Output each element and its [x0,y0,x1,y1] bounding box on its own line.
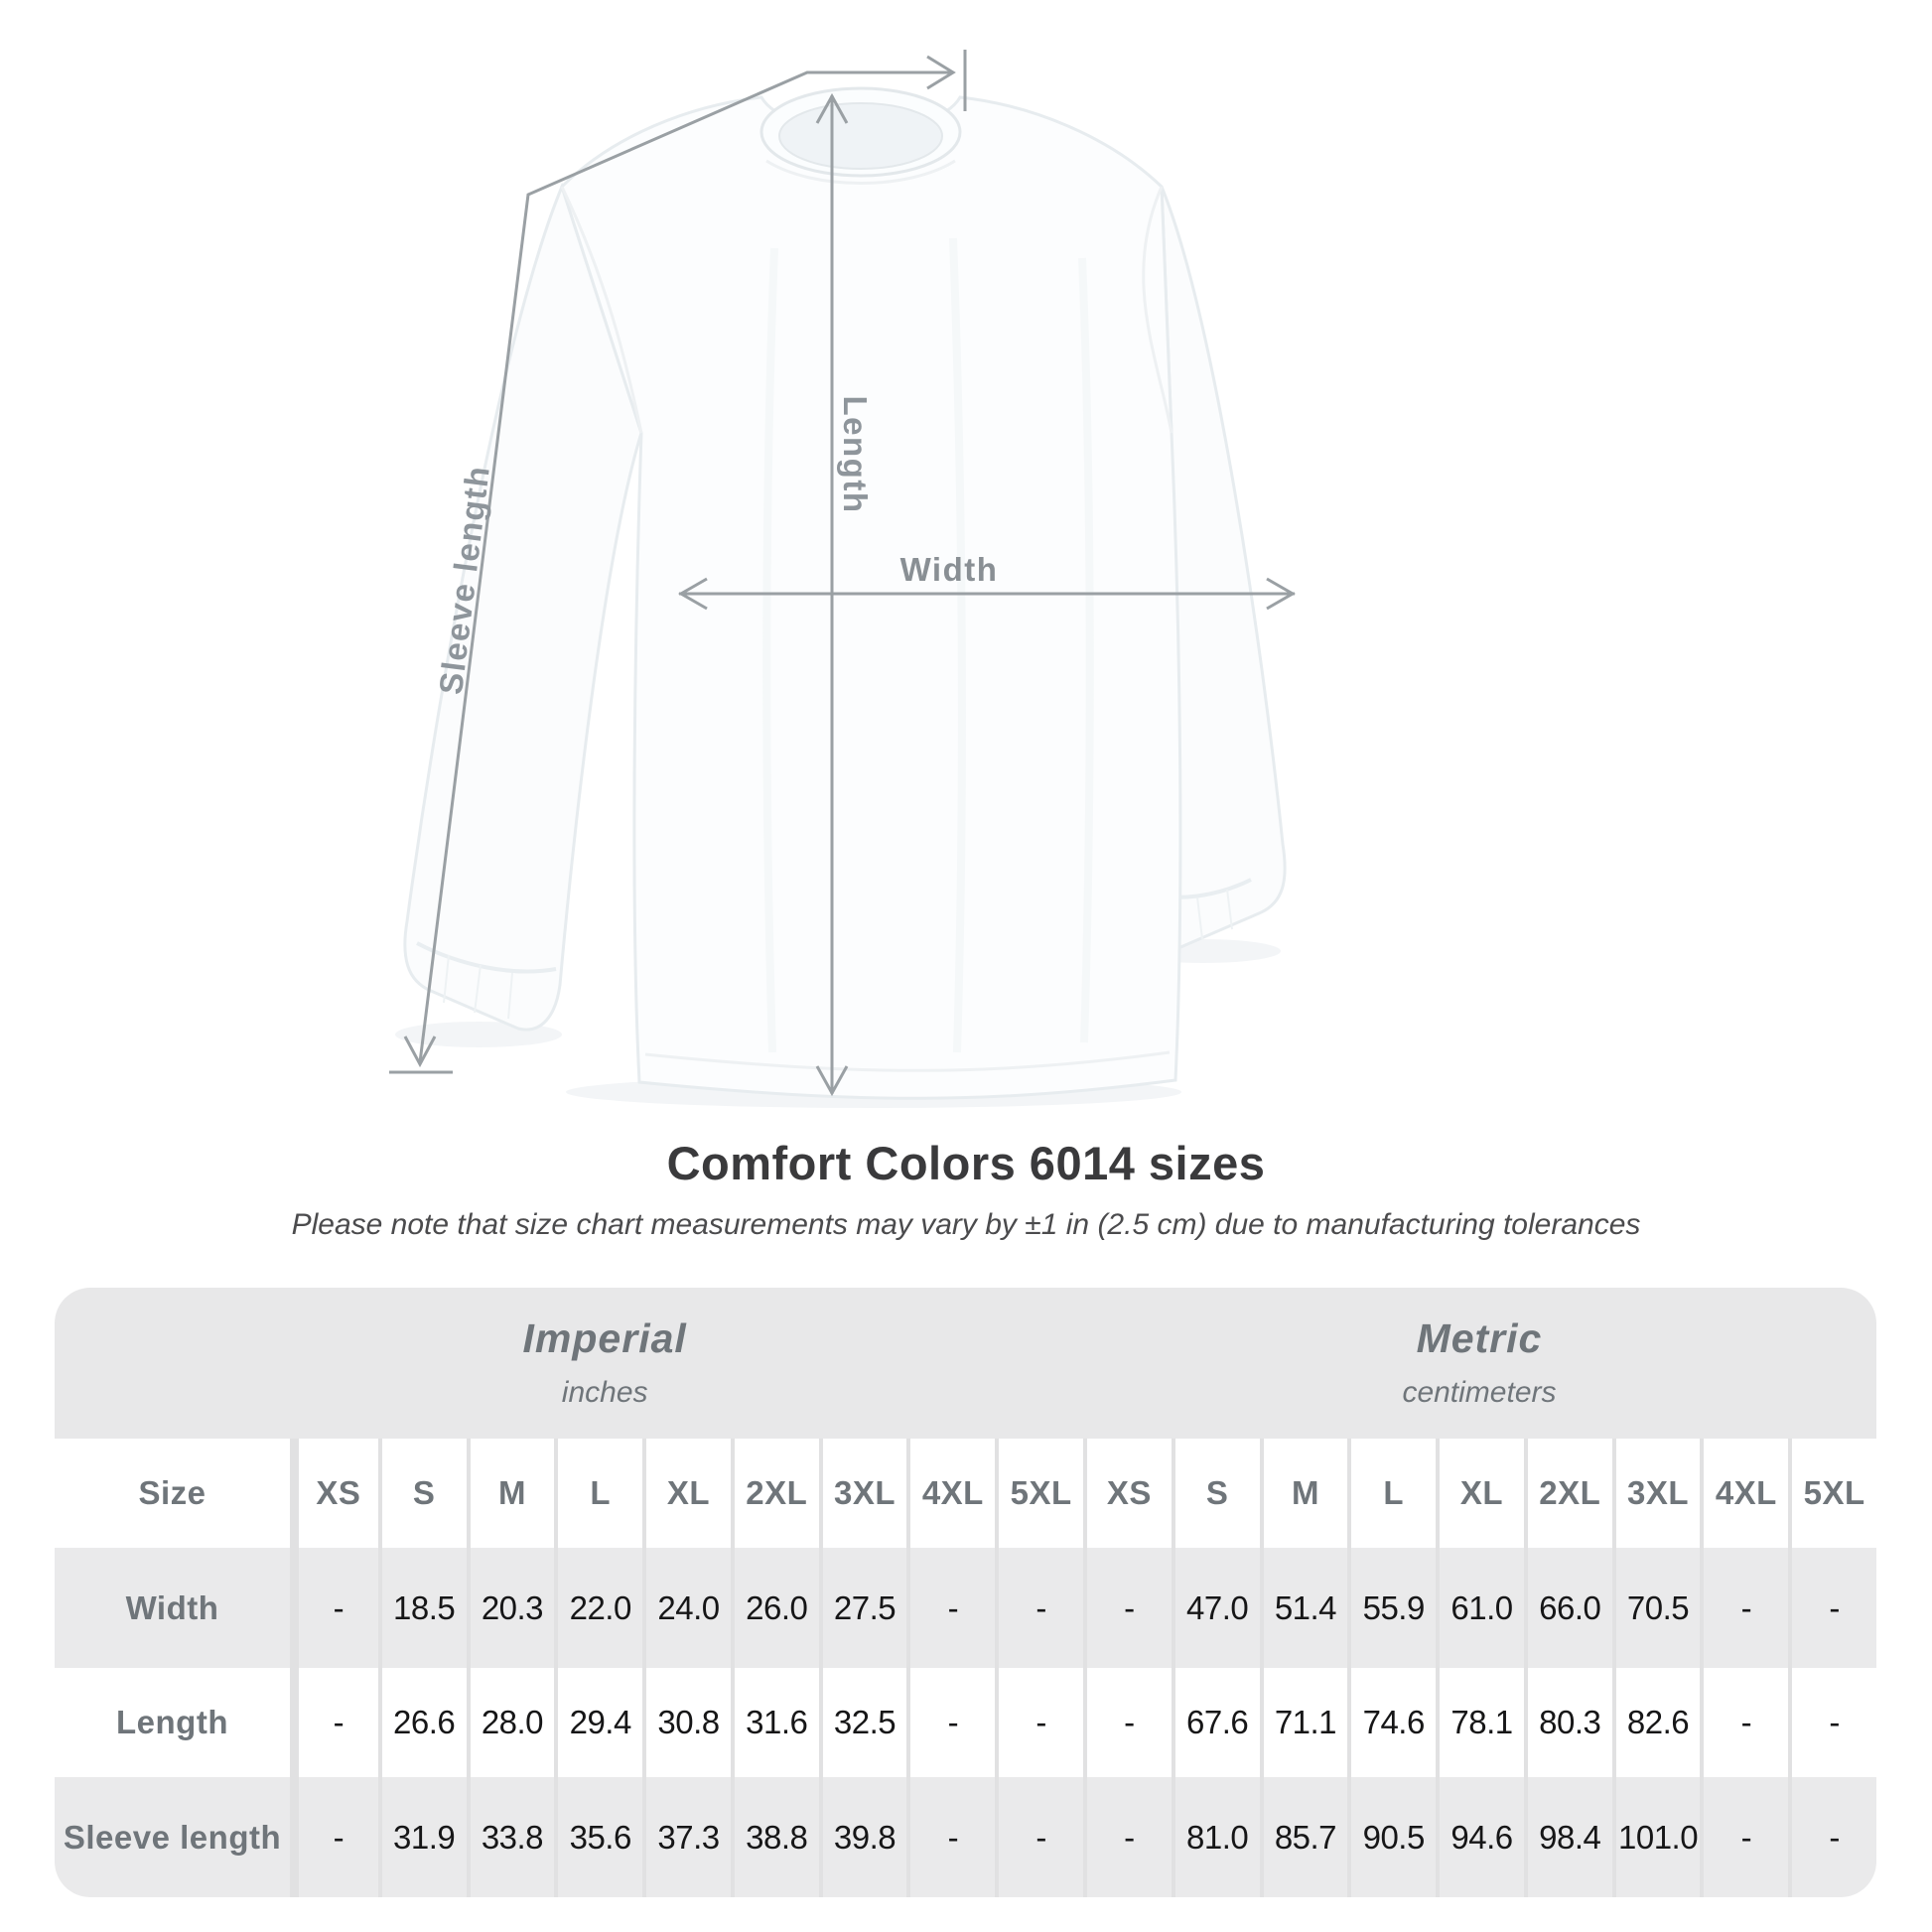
imperial-value-cell: 30.8 [642,1668,731,1777]
size-header-metric-4xl: 4XL [1700,1439,1788,1548]
size-header-metric-3xl: 3XL [1611,1439,1701,1548]
width-arrow [677,577,1297,611]
metric-value-cell: - [1083,1777,1172,1897]
imperial-header-group: Imperial inches [523,1315,687,1410]
measurement-row-label: Sleeve length [63,1818,282,1856]
size-header-metric-l: L [1347,1439,1436,1548]
length-annotation-label: Length [837,395,874,514]
measurement-row-label: Length [116,1704,228,1740]
metric-value-cell: - [1788,1548,1876,1668]
metric-value-cell: - [1700,1777,1788,1897]
size-header-imperial-3xl: 3XL [818,1439,907,1548]
imperial-value-cell: 22.0 [554,1548,642,1668]
imperial-value-cell: - [906,1668,995,1777]
metric-value-cell: - [1083,1548,1172,1668]
shirt-illustration [389,50,1297,1108]
size-header-metric-xs: XS [1083,1439,1172,1548]
metric-value-cell: 82.6 [1611,1668,1701,1777]
metric-value-cell: 55.9 [1347,1548,1436,1668]
metric-value-cell: 67.6 [1171,1668,1260,1777]
imperial-value-cell: - [290,1548,378,1668]
size-header-metric-xl: XL [1436,1439,1524,1548]
imperial-value-cell: 37.3 [642,1777,731,1897]
imperial-value-cell: 18.5 [377,1548,467,1668]
size-header-imperial-xl: XL [642,1439,731,1548]
metric-value-cell: 81.0 [1171,1777,1260,1897]
metric-value-cell: 98.4 [1523,1777,1612,1897]
metric-value-cell: 74.6 [1347,1668,1436,1777]
size-header-metric-s: S [1171,1439,1260,1548]
sleeve-length-arrow [389,50,967,1074]
imperial-units-label: inches [561,1376,648,1409]
imperial-value-cell: 39.8 [818,1777,907,1897]
imperial-value-cell: 27.5 [818,1548,907,1668]
size-header-imperial-xs: XS [290,1439,378,1548]
length-row: Length -26.6 28.0 29.4 30.8 31.6 32.5- - -67.6 71… [55,1668,1876,1777]
imperial-label: Imperial [522,1315,687,1361]
metric-header-group: Metric centimeters [1402,1315,1556,1410]
imperial-value-cell: 32.5 [818,1668,907,1777]
shirt-body [560,95,1182,1100]
size-header-metric-m: M [1259,1439,1348,1548]
size-header-metric-2xl: 2XL [1523,1439,1612,1548]
metric-value-cell: 61.0 [1436,1548,1524,1668]
imperial-value-cell: - [995,1548,1083,1668]
metric-value-cell: 51.4 [1259,1548,1348,1668]
sleeve-length-row: Sleeve length -31.9 33.8 35.6 37.3 38.8 39.8- -… [55,1777,1876,1897]
metric-value-cell: - [1083,1668,1172,1777]
metric-value-cell: 101.0 [1611,1777,1701,1897]
left-sleeve [403,182,643,1032]
size-header-imperial-4xl: 4XL [906,1439,995,1548]
imperial-value-cell: - [906,1777,995,1897]
metric-label: Metric [1416,1315,1543,1361]
size-header-imperial-l: L [554,1439,642,1548]
metric-value-cell: - [1788,1777,1876,1897]
metric-value-cell: 66.0 [1523,1548,1612,1668]
page-title: Comfort Colors 6014 sizes [666,1137,1266,1189]
imperial-value-cell: 38.8 [730,1777,819,1897]
width-row: Width -18.5 20.3 22.0 24.0 26.0 27.5- - -47.0 51.… [55,1548,1876,1668]
size-header-imperial-2xl: 2XL [730,1439,819,1548]
tolerance-note: Please note that size chart measurements… [291,1208,1641,1241]
imperial-value-cell: - [995,1777,1083,1897]
metric-value-cell: 78.1 [1436,1668,1524,1777]
shirt-measurement-diagram: Sleeve length Length Width [389,50,1297,1108]
imperial-value-cell: 24.0 [642,1548,731,1668]
metric-value-cell: 71.1 [1259,1668,1348,1777]
unit-header-band: Imperial inches Metric centimeters [55,1288,1876,1439]
imperial-value-cell: 33.8 [466,1777,555,1897]
imperial-value-cell: 26.0 [730,1548,819,1668]
imperial-value-cell: 31.9 [377,1777,467,1897]
imperial-value-cell: 20.3 [466,1548,555,1668]
metric-value-cell: 90.5 [1347,1777,1436,1897]
metric-value-cell: 85.7 [1259,1777,1348,1897]
metric-value-cell: 80.3 [1523,1668,1612,1777]
size-header-metric-5xl: 5XL [1788,1439,1876,1548]
size-header-row: Size XS S M L XL 2XL 3XL 4XL 5XL XS S M L XL 2XL 3XL 4XL 5… [55,1439,1876,1548]
metric-value-cell: 47.0 [1171,1548,1260,1668]
metric-value-cell: - [1788,1668,1876,1777]
imperial-value-cell: 31.6 [730,1668,819,1777]
size-header-imperial-m: M [466,1439,555,1548]
metric-units-label: centimeters [1402,1376,1557,1409]
size-column-header: Size [138,1474,207,1511]
imperial-value-cell: 28.0 [466,1668,555,1777]
imperial-value-cell: 29.4 [554,1668,642,1777]
size-table: Imperial inches Metric centimeters Size X… [55,1288,1876,1897]
imperial-value-cell: 35.6 [554,1777,642,1897]
metric-value-cell: 94.6 [1436,1777,1524,1897]
size-header-imperial-s: S [377,1439,467,1548]
metric-value-cell: 70.5 [1611,1548,1701,1668]
imperial-value-cell: 26.6 [377,1668,467,1777]
width-annotation-label: Width [899,551,999,588]
imperial-value-cell: - [290,1777,378,1897]
imperial-value-cell: - [995,1668,1083,1777]
size-header-imperial-5xl: 5XL [995,1439,1083,1548]
imperial-value-cell: - [290,1668,378,1777]
imperial-value-cell: - [906,1548,995,1668]
measurement-row-label: Width [125,1588,219,1626]
metric-value-cell: - [1700,1668,1788,1777]
metric-value-cell: - [1700,1548,1788,1668]
